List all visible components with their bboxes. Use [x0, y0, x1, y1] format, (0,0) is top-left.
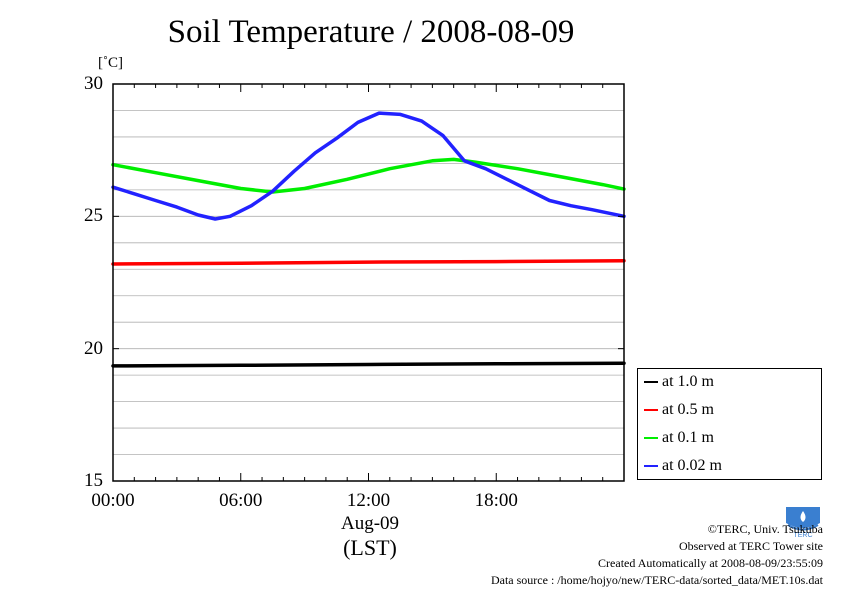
legend-label: at 1.0 m [662, 373, 714, 390]
y-tick-label: 15 [84, 470, 103, 491]
legend-swatch-black [644, 381, 658, 383]
legend-item-05m: at 0.5 m [644, 399, 714, 421]
grid-lines [113, 110, 624, 455]
legend-label: at 0.5 m [662, 401, 714, 418]
x-tick-label: 12:00 [346, 490, 391, 511]
plot-frame [112, 83, 625, 482]
series-lines [111, 111, 626, 368]
legend-swatch-green [644, 437, 658, 439]
series-line-1 [111, 259, 626, 266]
source-text: Data source : /home/hojyo/new/TERC-data/… [490, 573, 823, 587]
credits-block: ©TERC, Univ. Tsukuba Observed at TERC To… [491, 521, 823, 589]
legend-item-002m: at 0.02 m [644, 455, 722, 477]
y-tick-label: 30 [84, 73, 103, 94]
legend-item-01m: at 0.1 m [644, 427, 714, 449]
svg-text:TERC: TERC [793, 532, 812, 539]
x-tick-label: 18:00 [474, 490, 518, 511]
x-tick-label: 00:00 [91, 490, 135, 511]
series-line-2 [111, 157, 626, 194]
axis-ticks [113, 83, 624, 482]
legend-swatch-blue [644, 465, 658, 467]
y-axis-unit-label: [˚C] [98, 55, 123, 71]
date-label: Aug-09 [340, 513, 400, 534]
copyright-text: ©TERC, Univ. Tsukuba [707, 522, 823, 536]
legend: at 1.0 m at 0.5 m at 0.1 m at 0.02 m [637, 368, 822, 480]
x-axis-label: (LST) [343, 535, 397, 560]
site-text: Observed at TERC Tower site [678, 539, 823, 553]
terc-logo-icon: TERC [782, 503, 824, 539]
chart-title: Soil Temperature / 2008-08-09 [167, 14, 575, 50]
legend-item-1m: at 1.0 m [644, 371, 714, 393]
series-line-0 [111, 361, 626, 368]
series-line-3 [111, 111, 626, 221]
y-tick-label: 20 [84, 337, 103, 359]
legend-swatch-red [644, 409, 658, 411]
legend-label: at 0.02 m [662, 457, 722, 474]
y-tick-label: 25 [84, 205, 103, 227]
x-tick-label: 06:00 [219, 490, 263, 511]
legend-label: at 0.1 m [662, 429, 714, 446]
created-text: Created Automatically at 2008-08-09/23:5… [598, 556, 823, 570]
